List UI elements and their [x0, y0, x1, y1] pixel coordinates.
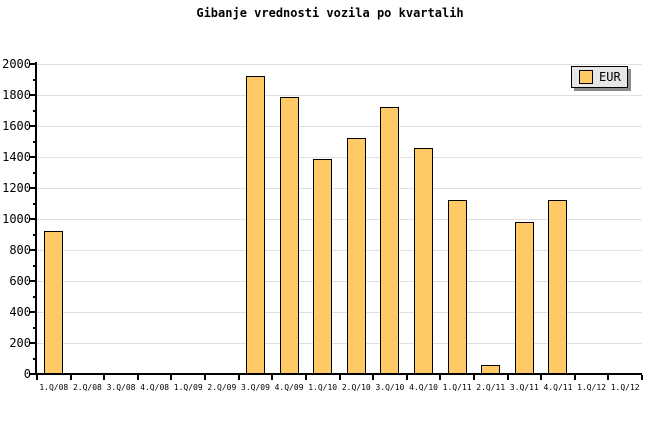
legend-label: EUR: [599, 70, 621, 84]
y-axis-major-tick: [30, 125, 36, 127]
y-axis-major-tick: [30, 218, 36, 220]
y-tick-label: 1200: [2, 181, 31, 195]
y-axis-minor-tick: [33, 109, 37, 112]
x-axis-tick: [338, 375, 341, 380]
y-tick-label: 200: [9, 336, 31, 350]
gridline: [37, 126, 642, 127]
x-tick-label: 4.Q/09: [274, 383, 304, 392]
y-tick-label: 1000: [2, 212, 31, 226]
y-tick-label: 1400: [2, 150, 31, 164]
x-tick-label: 3.Q/09: [241, 383, 270, 392]
x-tick-label: 4.Q/08: [140, 383, 170, 392]
x-tick-label: 1.Q/08: [39, 383, 69, 392]
x-tick-label: 2.Q/11: [476, 383, 506, 392]
x-tick-label: 1.Q/10: [308, 383, 338, 392]
gridline: [37, 250, 642, 251]
bar: [380, 106, 400, 374]
x-tick-label: 4.Q/10: [409, 383, 438, 392]
x-axis-tick: [237, 375, 240, 380]
y-axis-line: [35, 62, 37, 375]
x-tick-label: 3.Q/08: [106, 383, 136, 392]
x-axis-tick: [136, 375, 139, 380]
bar: [245, 76, 265, 374]
x-axis-tick: [405, 375, 408, 380]
gridline: [37, 281, 642, 282]
x-axis-tick: [506, 375, 509, 380]
y-axis-major-tick: [30, 311, 36, 313]
y-axis-minor-tick: [33, 140, 37, 143]
x-axis-tick: [641, 375, 643, 380]
y-axis-major-tick: [30, 373, 36, 375]
y-axis-minor-tick: [33, 264, 37, 267]
y-axis-minor-tick: [33, 295, 37, 298]
x-axis-tick: [103, 375, 106, 380]
gridline: [37, 343, 642, 344]
x-axis-tick: [540, 375, 543, 380]
bar: [346, 138, 366, 374]
x-axis-tick: [439, 375, 442, 380]
x-tick-label: 1.Q/09: [173, 383, 203, 392]
y-tick-label: 400: [9, 305, 31, 319]
gridline: [37, 157, 642, 158]
gridline: [37, 312, 642, 313]
x-tick-label: 1.Q/12: [610, 383, 640, 392]
legend-swatch-eur: [579, 70, 593, 84]
y-axis-major-tick: [30, 94, 36, 96]
y-tick-label: 0: [23, 367, 31, 381]
bar: [447, 200, 467, 374]
legend: EUR: [571, 66, 628, 88]
x-axis-tick: [69, 375, 72, 380]
bar: [548, 200, 568, 374]
x-axis-tick: [304, 375, 307, 380]
x-axis-tick: [573, 375, 576, 380]
x-axis-tick: [170, 375, 173, 380]
x-tick-label: 1.Q/11: [442, 383, 472, 392]
bar: [514, 222, 534, 374]
chart-title: Gibanje vrednosti vozila po kvartalih: [196, 6, 464, 20]
x-axis-line: [35, 373, 642, 375]
y-tick-label: 2000: [2, 57, 31, 71]
x-tick-label: 2.Q/08: [72, 383, 102, 392]
y-axis-major-tick: [30, 280, 36, 282]
bar: [279, 97, 299, 374]
y-axis-minor-tick: [33, 233, 37, 236]
y-axis-minor-tick: [33, 171, 37, 174]
x-axis-tick: [372, 375, 375, 380]
y-axis-minor-tick: [33, 78, 37, 81]
y-axis-major-tick: [30, 187, 36, 189]
bar: [313, 158, 333, 374]
y-axis-major-tick: [30, 249, 36, 251]
x-axis-tick: [36, 375, 38, 380]
y-axis-major-tick: [30, 156, 36, 158]
x-axis-tick: [472, 375, 475, 380]
bar: [481, 365, 501, 374]
gridline: [37, 219, 642, 220]
gridline: [37, 188, 642, 189]
bar: [44, 231, 64, 374]
y-tick-label: 1600: [2, 119, 31, 133]
x-tick-label: 4.Q/11: [543, 383, 573, 392]
y-axis-major-tick: [30, 342, 36, 344]
y-axis-minor-tick: [33, 202, 37, 205]
y-axis-major-tick: [30, 63, 36, 65]
bar: [414, 148, 434, 374]
x-tick-label: 3.Q/11: [509, 383, 539, 392]
x-tick-label: 3.Q/10: [375, 383, 405, 392]
x-axis-tick: [204, 375, 207, 380]
y-tick-label: 600: [9, 274, 31, 288]
x-tick-label: 1.Q/12: [577, 383, 607, 392]
y-tick-label: 1800: [2, 88, 31, 102]
gridline: [37, 95, 642, 96]
gridline: [37, 64, 642, 65]
x-tick-label: 2.Q/09: [207, 383, 237, 392]
x-tick-label: 2.Q/10: [341, 383, 371, 392]
x-axis-tick: [607, 375, 610, 380]
y-tick-label: 800: [9, 243, 31, 257]
y-axis-minor-tick: [33, 357, 37, 360]
y-axis-minor-tick: [33, 326, 37, 329]
x-axis-tick: [271, 375, 274, 380]
